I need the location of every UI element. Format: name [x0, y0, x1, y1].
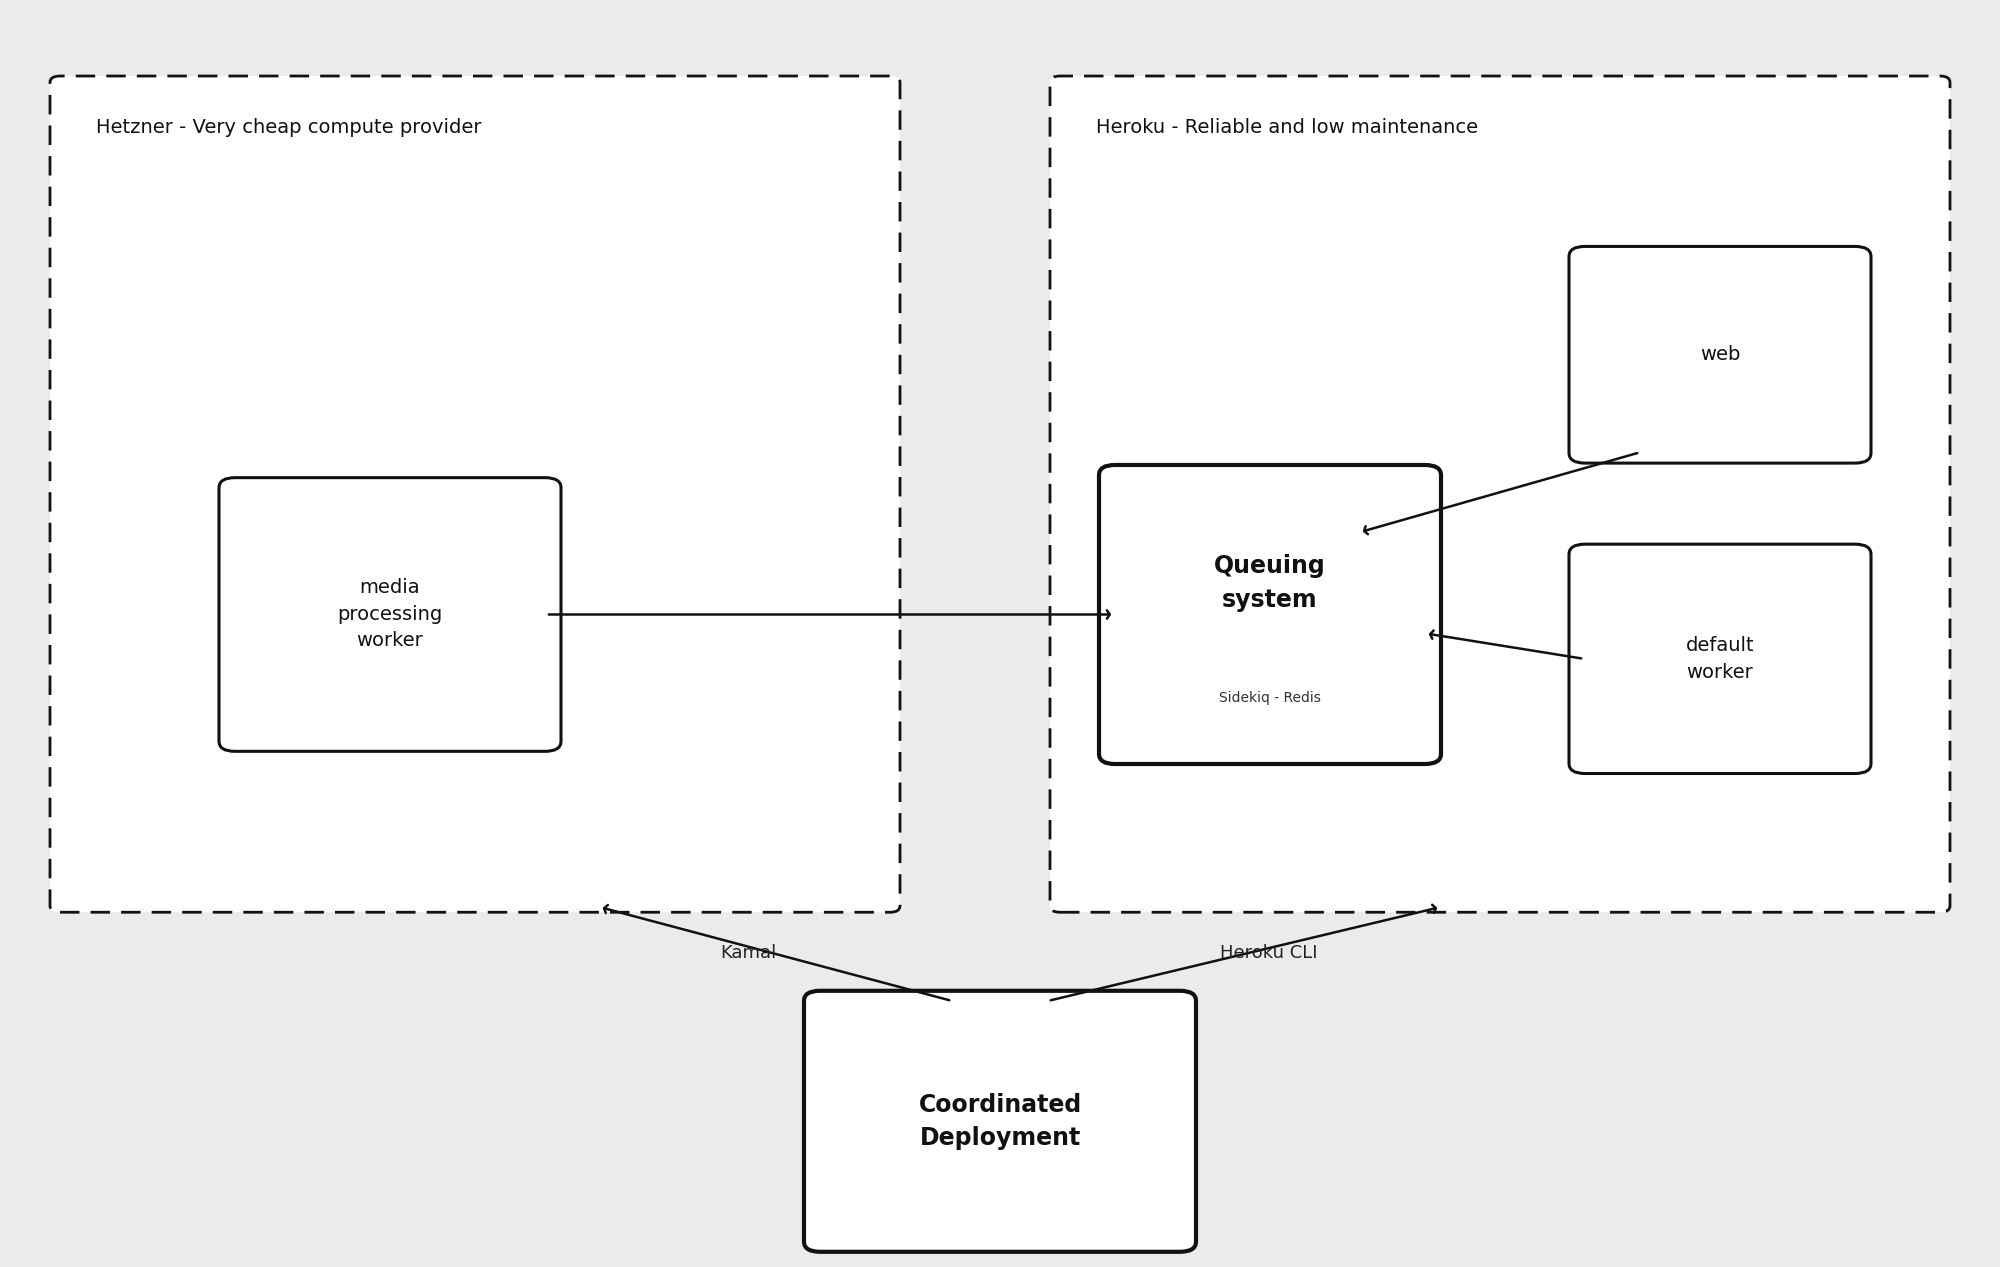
Text: Sidekiq - Redis: Sidekiq - Redis	[1220, 691, 1320, 706]
FancyBboxPatch shape	[1050, 76, 1950, 912]
FancyBboxPatch shape	[1568, 545, 1872, 773]
FancyBboxPatch shape	[50, 76, 900, 912]
Text: Heroku CLI: Heroku CLI	[1220, 944, 1318, 962]
Text: Heroku - Reliable and low maintenance: Heroku - Reliable and low maintenance	[1096, 118, 1478, 137]
FancyBboxPatch shape	[1568, 247, 1872, 464]
FancyBboxPatch shape	[1100, 465, 1440, 764]
Text: default
worker: default worker	[1686, 636, 1754, 682]
FancyBboxPatch shape	[220, 478, 560, 751]
Text: media
processing
worker: media processing worker	[338, 579, 442, 650]
Text: Coordinated
Deployment: Coordinated Deployment	[918, 1092, 1082, 1150]
Text: web: web	[1700, 346, 1740, 364]
Text: Kamal: Kamal	[720, 944, 776, 962]
FancyBboxPatch shape	[804, 991, 1196, 1252]
Text: Queuing
system: Queuing system	[1214, 554, 1326, 612]
Text: Hetzner - Very cheap compute provider: Hetzner - Very cheap compute provider	[96, 118, 482, 137]
